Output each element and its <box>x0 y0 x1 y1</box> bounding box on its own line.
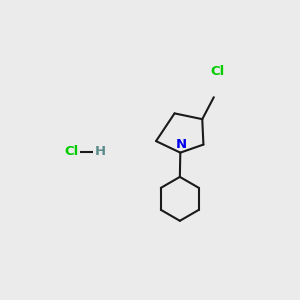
Text: H: H <box>94 145 106 158</box>
Text: Cl: Cl <box>210 64 224 78</box>
Text: Cl: Cl <box>64 145 79 158</box>
Text: N: N <box>176 138 187 151</box>
